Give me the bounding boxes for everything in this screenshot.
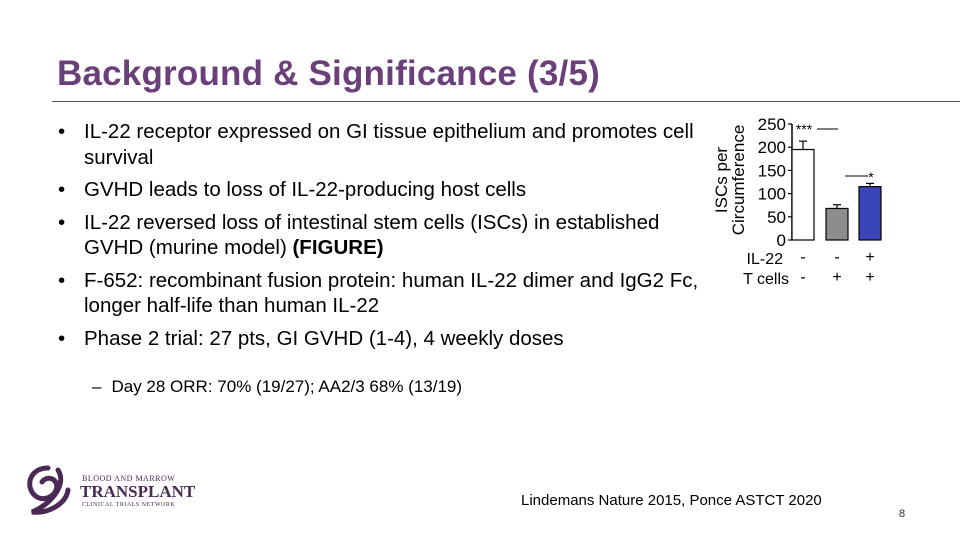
slide-title: Background & Significance (3/5)	[57, 54, 600, 93]
bullet-text: IL-22 reversed loss of intestinal stem c…	[84, 210, 660, 260]
row-label-il22: IL-22	[747, 251, 784, 268]
bullet-text: GVHD leads to loss of IL-22-producing ho…	[84, 178, 527, 201]
significance-label: ***	[796, 121, 813, 137]
y-tick-label: 100	[758, 185, 786, 204]
citation: Lindemans Nature 2015, Ponce ASTCT 2020	[521, 492, 822, 509]
bars	[791, 140, 882, 241]
bullet-item: IL-22 reversed loss of intestinal stem c…	[58, 210, 718, 261]
bullet-item: F-652: recombinant fusion protein: human…	[58, 268, 718, 319]
y-tick-label: 250	[758, 115, 786, 134]
bullet-text: Phase 2 trial: 27 pts, GI GVHD (1-4), 4 …	[84, 326, 564, 350]
bar	[791, 148, 815, 241]
page-number: 8	[899, 508, 906, 520]
y-axis-label-line2: Circumference	[729, 125, 748, 236]
sub-bullet-dash: –	[92, 377, 102, 396]
bmt-ctn-logo: BLOOD AND MARROW TRANSPLANT CLINICAL TRI…	[18, 460, 198, 520]
logo-line3: CLINICAL TRIALS NETWORK	[82, 502, 175, 508]
bullet-list: IL-22 receptor expressed on GI tissue ep…	[58, 119, 718, 358]
y-tick-label: 50	[767, 208, 786, 227]
sub-bullet-text: Day 28 ORR: 70% (19/27); AA2/3 68% (13/1…	[111, 377, 463, 396]
bar	[825, 207, 849, 241]
condition-signs: - - - + + +	[800, 249, 874, 286]
logo-swirl-icon	[27, 465, 71, 515]
il22-sign: -	[834, 249, 839, 266]
isc-bar-chart: ISCs per Circumference 0 50 100 150 200 250 *…	[705, 110, 890, 290]
y-axis-label-line1: ISCs per	[712, 147, 731, 213]
y-tick-label: 200	[758, 138, 786, 157]
bullet-item: GVHD leads to loss of IL-22-producing ho…	[58, 177, 718, 203]
logo-line1: BLOOD AND MARROW	[82, 474, 175, 483]
tcells-sign: -	[800, 269, 805, 286]
figure-reference: (FIGURE)	[292, 236, 384, 259]
logo-line2: TRANSPLANT	[80, 482, 196, 501]
annotations: ****	[796, 121, 874, 185]
chart-svg: ISCs per Circumference 0 50 100 150 200 250 *…	[712, 115, 882, 288]
significance-label: *	[868, 169, 874, 185]
bullet-text: F-652: recombinant fusion protein: human…	[84, 268, 699, 318]
il22-sign: +	[865, 249, 874, 266]
bullet-item: IL-22 receptor expressed on GI tissue ep…	[58, 119, 718, 170]
row-label-tcells: T cells	[743, 271, 789, 288]
logo-graphic: BLOOD AND MARROW TRANSPLANT CLINICAL TRI…	[27, 465, 196, 515]
tcells-sign: +	[832, 269, 841, 286]
y-tick-label: 0	[777, 231, 786, 250]
y-ticks: 0 50 100 150 200 250	[758, 115, 792, 250]
title-divider	[52, 101, 960, 102]
il22-sign: -	[800, 249, 805, 266]
bar	[858, 186, 882, 241]
sub-bullet: – Day 28 ORR: 70% (19/27); AA2/3 68% (13/…	[92, 377, 462, 397]
bullet-item: Phase 2 trial: 27 pts, GI GVHD (1-4), 4 …	[58, 326, 718, 352]
bullet-text: IL-22 receptor expressed on GI tissue ep…	[84, 120, 694, 169]
y-tick-label: 150	[758, 161, 786, 180]
tcells-sign: +	[865, 269, 874, 286]
